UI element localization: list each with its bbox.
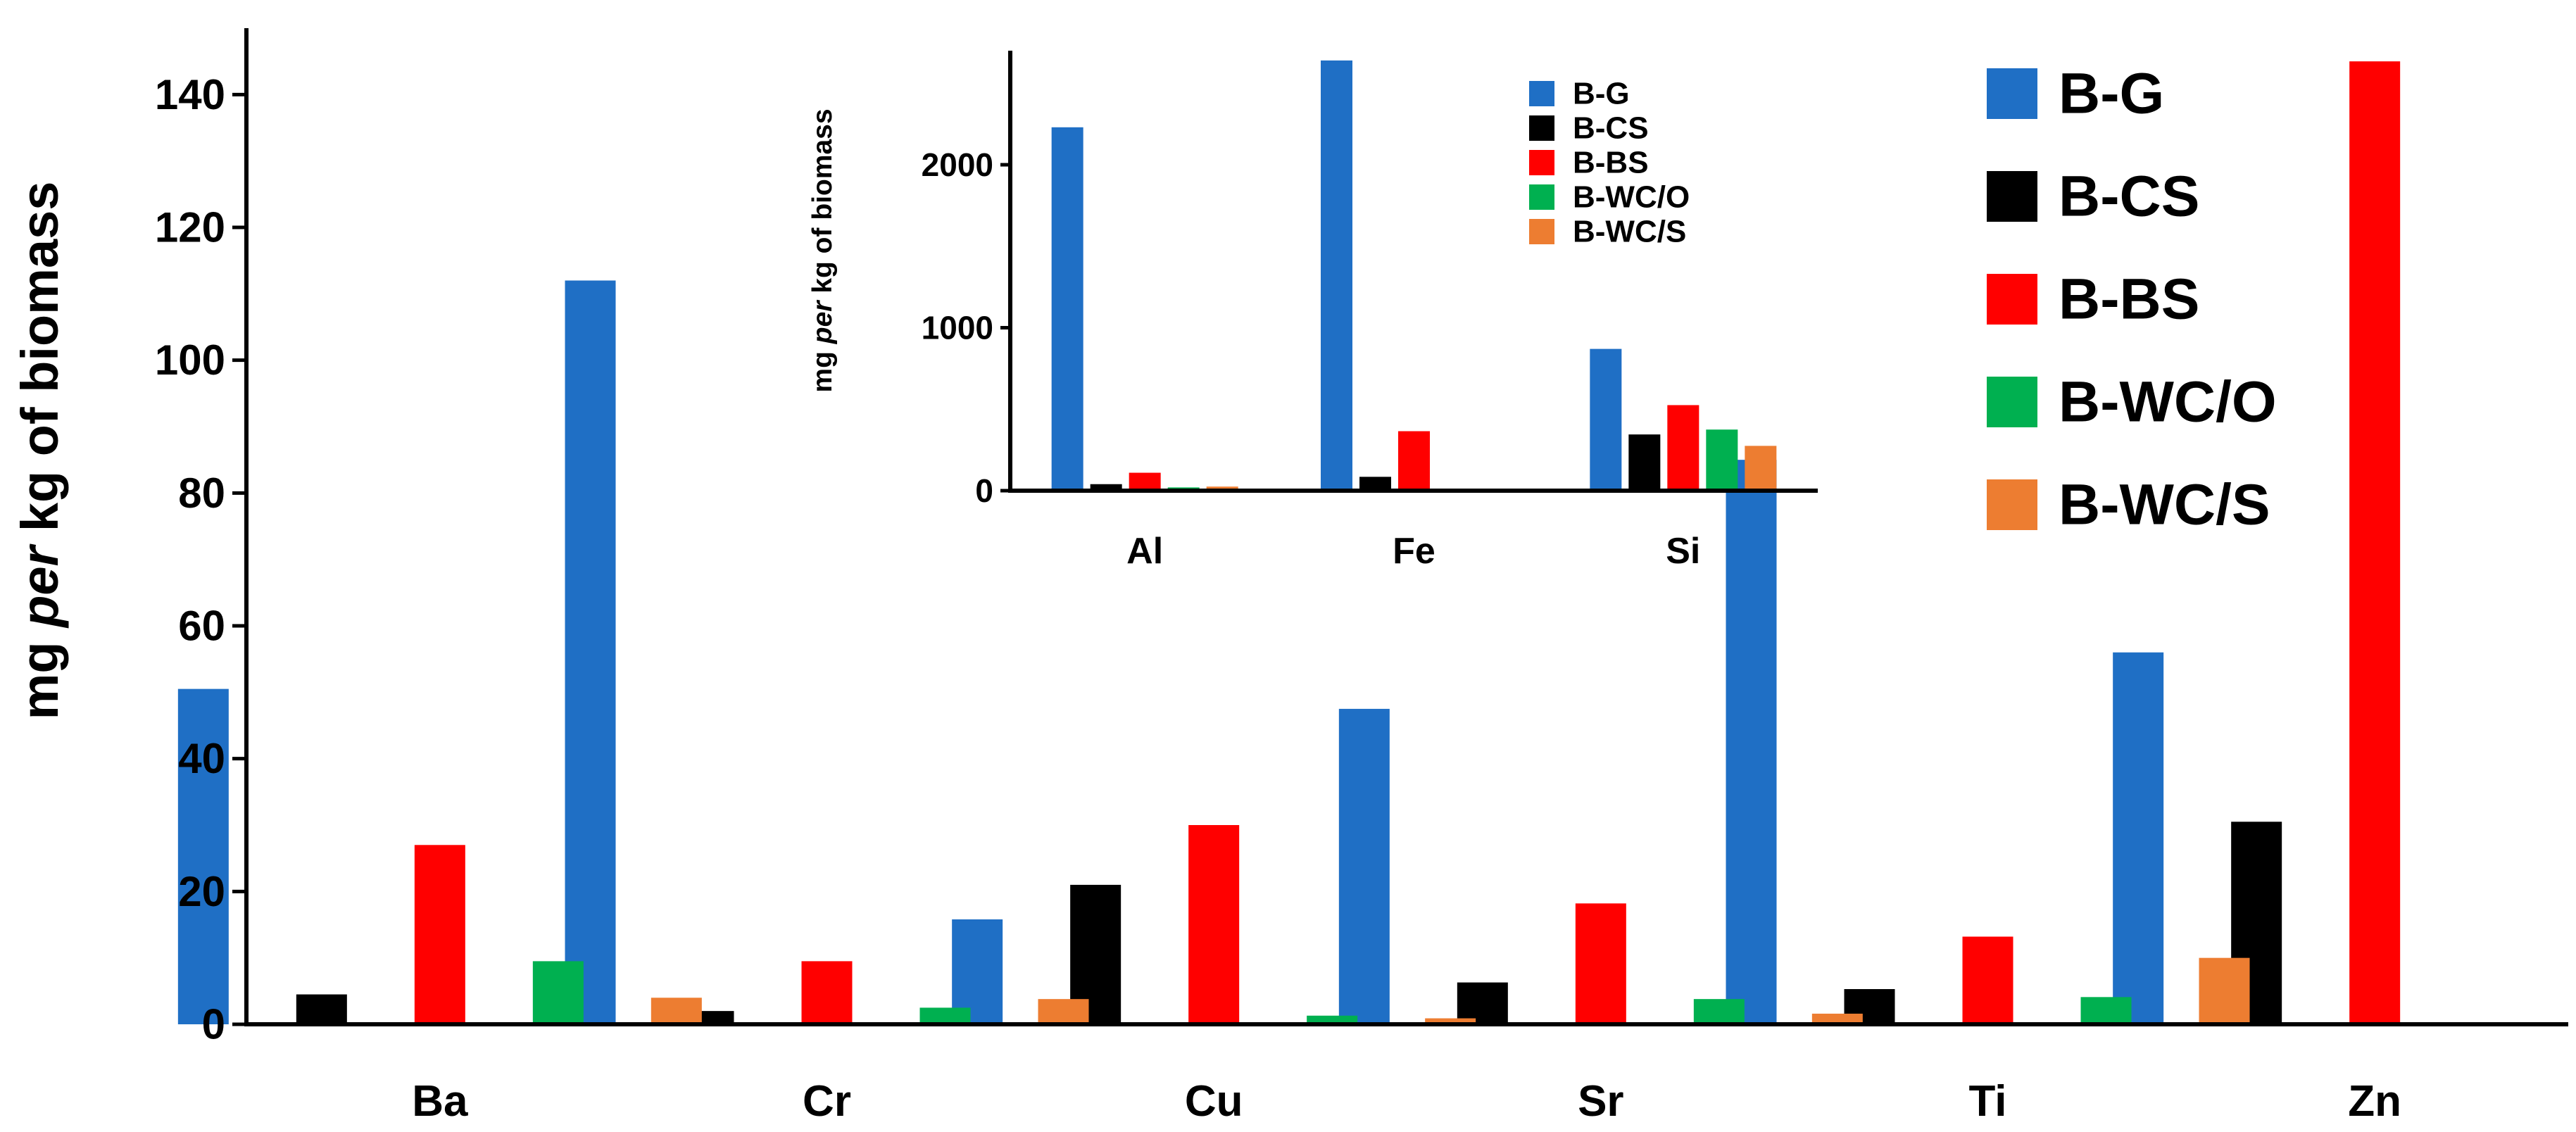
main-y-tick-label: 20 — [178, 868, 225, 915]
inset-y-tick-label: 2000 — [922, 146, 993, 183]
main-bar-ti-b-g — [1726, 460, 1777, 1024]
inset-bar-si-b-cs — [1628, 434, 1661, 491]
inset-bar-si-b-wc-s — [1745, 446, 1777, 491]
inset-legend-swatch-b-bs — [1529, 150, 1554, 175]
inset-y-axis-title: mg per kg of biomass — [808, 108, 838, 392]
main-chart: 0 20 40 60 80 100 120 140 Ba Cr Cu Sr Ti Zn mg per kg … — [11, 28, 2568, 1126]
main-x-tick-label-zn: Zn — [2348, 1077, 2401, 1126]
main-bar-zn-b-bs — [2349, 61, 2401, 1025]
main-legend-label-b-wc-o: B-WC/O — [2059, 370, 2277, 434]
main-legend-swatch-b-g — [1987, 68, 2037, 119]
main-bar-sr-b-wc-s — [1811, 1013, 1863, 1024]
main-legend-label-b-wc-s: B-WC/S — [2059, 473, 2270, 537]
main-x-tick-label-sr: Sr — [1578, 1077, 1623, 1126]
main-bar-sr-b-wc-o — [1693, 999, 1745, 1024]
main-bar-cr-b-wc-o — [919, 1007, 971, 1024]
inset-legend-label-b-wc-s: B-WC/S — [1573, 215, 1686, 249]
main-bar-zn-b-g — [2113, 652, 2164, 1024]
inset-legend-swatch-b-cs — [1529, 115, 1554, 141]
inset-x-tick-label-al: Al — [1126, 531, 1163, 572]
inset-bar-al-b-bs — [1129, 472, 1161, 491]
inset-bar-al-b-g — [1051, 127, 1083, 491]
main-y-tick-label: 0 — [202, 1001, 225, 1048]
main-legend-swatch-b-bs — [1987, 274, 2037, 325]
inset-legend-label-b-cs: B-CS — [1573, 111, 1649, 146]
main-x-tick-label-cu: Cu — [1185, 1077, 1243, 1126]
main-bar-cr-b-bs — [801, 961, 853, 1024]
main-bar-cr-b-g — [565, 280, 616, 1024]
main-bar-ba-b-cs — [296, 994, 347, 1024]
main-legend-label-b-cs: B-CS — [2059, 165, 2199, 229]
main-y-tick-label: 60 — [178, 603, 225, 650]
main-bar-sr-b-g — [1338, 708, 1390, 1024]
main-x-tick-label-ti: Ti — [1969, 1077, 2007, 1126]
inset-y-tick-label: 0 — [975, 472, 993, 509]
main-bar-cu-b-wc-o — [1307, 1015, 1358, 1024]
main-legend-label-b-bs: B-BS — [2059, 268, 2199, 332]
main-y-tick-label: 100 — [155, 337, 225, 384]
inset-bar-fe-b-cs — [1359, 477, 1391, 491]
main-y-tick-label: 40 — [178, 735, 225, 782]
inset-x-tick-label-si: Si — [1666, 531, 1700, 572]
main-bar-cr-b-wc-s — [1038, 999, 1089, 1024]
main-legend-swatch-b-cs — [1987, 171, 2037, 222]
main-bar-ba-b-bs — [414, 845, 465, 1024]
main-legend-label-b-g: B-G — [2059, 62, 2164, 126]
inset-bar-fe-b-g — [1321, 60, 1352, 491]
main-y-axis-title: mg per kg of biomass — [11, 182, 69, 720]
inset-bar-fe-b-bs — [1398, 431, 1430, 491]
inset-bar-si-b-wc-o — [1706, 429, 1738, 491]
main-bar-ti-b-bs — [1962, 936, 2013, 1024]
main-legend-swatch-b-wc-o — [1987, 377, 2037, 427]
main-x-tick-label-cr: Cr — [803, 1077, 851, 1126]
inset-legend: B-GB-CSB-BSB-WC/OB-WC/S — [1529, 77, 1690, 249]
inset-bar-al-b-cs — [1090, 484, 1122, 491]
main-legend-swatch-b-wc-s — [1987, 479, 2037, 530]
inset-legend-swatch-b-g — [1529, 81, 1554, 106]
main-legend: B-G B-CS B-BS B-WC/O B-WC/S — [1987, 62, 2277, 537]
main-bar-ba-b-g — [177, 688, 229, 1024]
main-x-tick-label-ba: Ba — [412, 1077, 468, 1126]
main-bar-ti-b-wc-s — [2199, 957, 2250, 1024]
inset-legend-label-b-wc-o: B-WC/O — [1573, 180, 1690, 215]
inset-legend-label-b-g: B-G — [1573, 77, 1630, 111]
inset-x-tick-label-fe: Fe — [1393, 531, 1435, 572]
main-y-tick-label: 120 — [155, 204, 225, 251]
main-bar-ba-b-wc-o — [532, 961, 584, 1024]
main-bar-ti-b-wc-o — [2080, 997, 2132, 1024]
inset-y-tick-label: 1000 — [922, 310, 993, 346]
inset-bar-si-b-bs — [1667, 405, 1699, 491]
inset-legend-label-b-bs: B-BS — [1573, 146, 1649, 180]
main-bar-cu-b-wc-s — [1425, 1018, 1476, 1024]
inset-legend-swatch-b-wc-o — [1529, 184, 1554, 210]
main-bar-sr-b-bs — [1575, 903, 1626, 1024]
main-bar-cu-b-bs — [1188, 825, 1240, 1024]
inset-legend-swatch-b-wc-s — [1529, 219, 1554, 244]
main-bar-cu-b-g — [952, 919, 1003, 1024]
main-y-tick-label: 140 — [155, 71, 225, 118]
main-y-tick-label: 80 — [178, 470, 225, 517]
inset-bar-si-b-g — [1590, 348, 1622, 491]
main-bar-sr-b-cs — [1457, 982, 1508, 1024]
main-bar-ba-b-wc-s — [651, 998, 702, 1024]
